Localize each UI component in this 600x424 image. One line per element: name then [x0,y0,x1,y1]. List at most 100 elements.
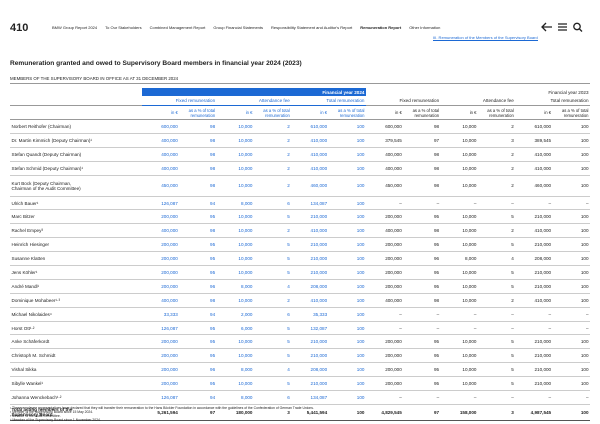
footnote: ² Member of the Supervisory Board since … [10,410,94,414]
nav-item[interactable]: To Our Stakeholders [105,25,142,30]
cell: 5 [477,376,516,392]
cell: 5 [253,348,292,364]
cell: 98 [179,119,217,134]
cell: 98 [403,223,441,239]
nav-item[interactable]: Other Information [409,25,441,30]
cell: 379,545 [365,133,404,148]
cell: 10,000 [216,209,254,225]
cell: 5 [253,237,292,253]
cell: 100 [328,175,366,197]
cell: – [515,321,553,336]
cell: 400,000 [365,293,404,308]
cell: 200,000 [365,209,404,225]
cell: 100 [328,348,366,364]
cell: 208,000 [291,279,329,294]
cell: 98 [403,147,441,162]
cell: – [440,321,478,336]
cell: 96 [179,279,217,294]
cell: 200,000 [142,209,180,225]
cell: 210,000 [291,237,329,253]
cell: 210,000 [515,348,553,364]
cell: 4 [253,279,292,294]
cell: 95 [403,279,441,294]
cell: 10,000 [440,161,478,176]
footnote: ¹ These employee representatives have de… [10,406,314,410]
nav-item[interactable]: Remuneration Report [360,25,402,30]
cell: 210,000 [515,362,553,378]
subheader: as a % of total remuneration [179,105,217,120]
cell: – [365,196,404,211]
cell: 97 [403,403,441,421]
cell: – [403,196,441,211]
cell: – [552,321,590,336]
cell: 100 [328,223,366,239]
cell: 10,000 [440,209,478,225]
group-row: Fixed remuneration Attendance fee Total re… [10,96,590,106]
cell: 10,000 [440,265,478,280]
cell: – [477,196,516,211]
member-name: Sibylle Wankel¹ [10,376,142,392]
group-header: Attendance fee [440,96,516,106]
nav-item[interactable]: BMW Group Report 2024 [52,25,98,30]
cell: 95 [179,209,217,225]
cell: 98 [179,147,217,162]
cell [10,88,142,96]
cell: – [403,321,441,336]
cell: 400,000 [365,223,404,239]
cell: 100 [552,362,590,378]
cell: 410,000 [291,147,329,162]
cell: 10,000 [216,376,254,392]
member-name: Norbert Reithofer (Chairman) [10,119,142,134]
cell: 2 [253,161,292,176]
cell: 10,000 [440,133,478,148]
cell: 96 [179,362,217,378]
cell: 410,000 [291,223,329,239]
nav-item[interactable]: Responsibility Statement and Auditor's R… [271,25,353,30]
breadcrumb[interactable]: III. Remuneration of the Members of the … [433,35,538,41]
table-row: Johanna Wenckebach¹·² 126,087 94 8,000 6 134,… [10,390,590,405]
nav-item[interactable]: Combined Management Report [149,25,206,30]
nav-item[interactable]: Group Financial Statements [213,25,264,30]
group-header: Total remuneration [291,96,366,106]
table-row: Sibylle Wankel¹ 200,000 95 10,000 5 210,000 10… [10,376,590,392]
cell: 4 [477,251,516,267]
back-icon[interactable] [541,22,552,32]
cell: 400,000 [365,147,404,162]
menu-icon[interactable] [558,23,567,31]
cell: 95 [403,348,441,364]
cell: 158,000 [440,403,478,421]
cell: – [477,321,516,336]
cell: 200,000 [142,334,180,350]
cell: 5,261,594 [142,403,180,421]
search-icon[interactable] [573,22,583,32]
cell: 200,000 [142,265,180,280]
cell: 100 [552,237,590,253]
cell: 10,000 [216,161,254,176]
cell: 400,000 [142,223,180,239]
cell: 200,000 [365,279,404,294]
cell: 100 [328,265,366,280]
cell: 10,000 [216,265,254,280]
cell: 100 [328,334,366,350]
footnote: ³ Member of the Audit Committee. [10,414,61,418]
cell: 95 [403,265,441,280]
cell: – [440,390,478,405]
cell: – [515,307,553,322]
cell: 210,000 [515,279,553,294]
member-name: Dominique Mohabeer¹·³ [10,293,142,308]
cell: 2 [477,175,516,197]
cell: 100 [552,293,590,308]
cell: 5 [253,251,292,267]
cell: 210,000 [291,209,329,225]
subheader: as a % of total remuneration [477,105,516,120]
cell: 6 [253,307,292,322]
subheader: in € [440,105,478,120]
cell: 610,000 [515,119,553,134]
cell: 95 [403,209,441,225]
member-name: Christoph M. Schmidt [10,348,142,364]
cell: – [440,196,478,211]
cell: 95 [403,376,441,392]
cell: 10,000 [440,237,478,253]
cell: 98 [403,119,441,134]
member-name: Stefan Schmid (Deputy Chairman)¹ [10,161,142,176]
